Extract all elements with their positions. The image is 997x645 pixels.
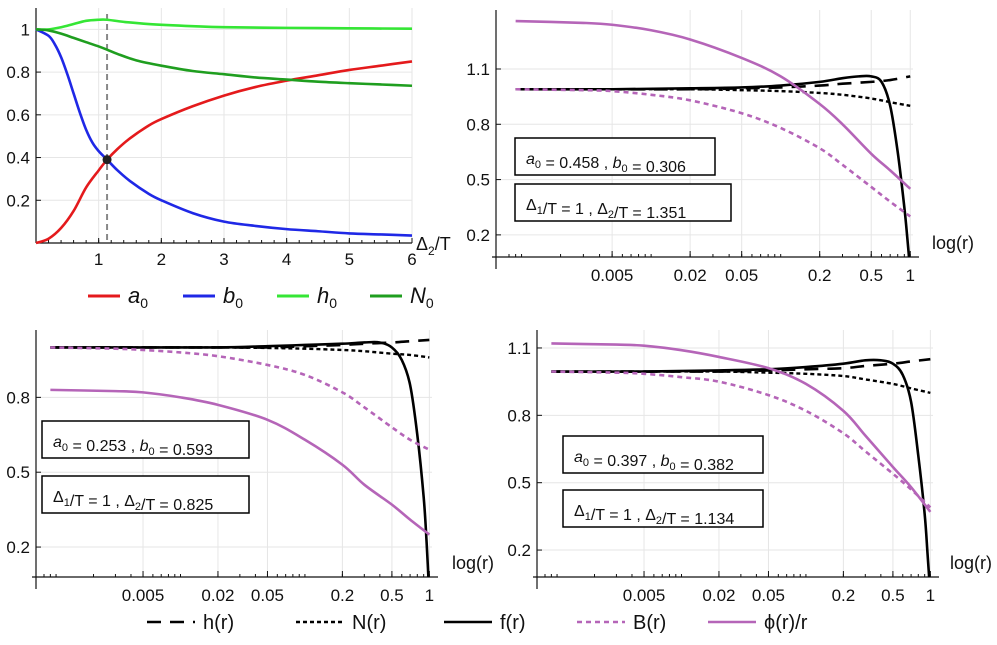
y-tick-label: 1 — [21, 20, 30, 39]
y-tick-label: 0.8 — [6, 388, 30, 407]
panel-order-parameters: 1 2 3 4 5 6 0.2 0.4 0.6 0.8 1 Δ2/T — [6, 8, 451, 269]
x-tick-label: 5 — [345, 250, 354, 269]
x-tick-label: 0.05 — [725, 266, 758, 285]
series-solid-purple — [50, 388, 431, 536]
legend-bottom: h(r) N(r) f(r) B(r) ϕ(r)/r — [147, 612, 808, 634]
legend-label-f: f(r) — [500, 612, 526, 634]
y-tick-label: 0.8 — [6, 63, 30, 82]
intersection-marker — [102, 155, 112, 165]
x-tick-label: 1 — [906, 266, 915, 285]
series-dotted — [551, 370, 931, 395]
x-tick-label: 1 — [926, 586, 935, 605]
x-axis-label: Δ2/T — [416, 234, 451, 258]
series-dotted-purple — [515, 87, 912, 218]
x-tick-label: 3 — [219, 250, 228, 269]
legend-label-b0: b0 — [223, 283, 243, 311]
x-tick-label: 0.2 — [331, 586, 355, 605]
panel-profile-top-right: 0.005 0.02 0.05 0.2 0.5 1 0.2 0.5 0.8 1.1 log(r) a0… — [466, 10, 974, 285]
series-a0 — [35, 60, 413, 245]
series-N0 — [35, 28, 413, 88]
x-axis-label: log(r) — [452, 553, 494, 573]
annotation-box — [562, 435, 764, 474]
x-tick-label: 0.5 — [380, 586, 404, 605]
series-dotted — [515, 87, 911, 108]
x-tick-label: 0.05 — [752, 586, 785, 605]
legend-label-N0: N0 — [410, 283, 434, 311]
x-tick-label: 1 — [425, 586, 434, 605]
x-tick-label: 0.02 — [201, 586, 234, 605]
panel-profile-bottom-left: 0.005 0.02 0.05 0.2 0.5 1 0.2 0.5 0.8 log(r) a0 = … — [6, 330, 494, 605]
x-tick-label: 0.05 — [251, 586, 284, 605]
annotation-text: Δ1/T = 1 , Δ2/T = 0.825 — [53, 489, 213, 514]
annotation-box — [562, 489, 764, 528]
y-tick-label: 0.2 — [507, 541, 531, 560]
annotation-text: a0 = 0.397 , b0 = 0.382 — [574, 449, 734, 474]
y-tick-label: 0.5 — [466, 171, 490, 190]
y-tick-label: 0.8 — [507, 406, 531, 425]
series-dotted-purple — [50, 346, 430, 451]
series-solid-purple — [551, 342, 932, 513]
x-tick-label: 0.2 — [808, 266, 832, 285]
annotation-text: Δ1/T = 1 , Δ2/T = 1.351 — [526, 197, 686, 222]
legend-label-h: h(r) — [203, 612, 234, 634]
x-tick-label: 0.02 — [674, 266, 707, 285]
annotation-box — [514, 137, 716, 176]
y-tick-label: 0.8 — [466, 115, 490, 134]
y-tick-label: 0.2 — [6, 538, 30, 557]
series-dotted-purple — [551, 370, 932, 509]
x-tick-label: 0.5 — [859, 266, 883, 285]
y-tick-label: 1.1 — [507, 339, 531, 358]
x-tick-label: 0.2 — [832, 586, 856, 605]
y-tick-label: 0.2 — [6, 191, 30, 210]
series-solid-purple — [515, 19, 912, 190]
x-tick-label: 0.005 — [623, 586, 666, 605]
series-h0 — [35, 18, 413, 31]
x-tick-label: 1 — [94, 250, 103, 269]
legend-label-N: N(r) — [352, 612, 386, 634]
x-tick-label: 2 — [157, 250, 166, 269]
y-tick-label: 0.4 — [6, 149, 30, 168]
legend-label-h0: h0 — [317, 283, 337, 311]
annotation-text: a0 = 0.458 , b0 = 0.306 — [526, 151, 686, 176]
legend-label-a0: a0 — [128, 283, 148, 311]
series-solid — [551, 358, 931, 577]
x-axis-label: log(r) — [950, 553, 992, 573]
x-tick-label: 0.5 — [881, 586, 905, 605]
panel-profile-bottom-right: 0.005 0.02 0.05 0.2 0.5 1 0.2 0.5 0.8 1.1 log(r) a0… — [507, 330, 992, 605]
series-solid — [515, 74, 911, 257]
annotation-text: a0 = 0.253 , b0 = 0.593 — [53, 434, 213, 459]
annotation-box — [41, 420, 250, 459]
y-tick-label: 0.2 — [466, 226, 490, 245]
x-tick-label: 0.005 — [591, 266, 634, 285]
x-tick-label: 6 — [407, 250, 416, 269]
annotation-box — [514, 183, 732, 222]
x-tick-label: 0.02 — [702, 586, 735, 605]
y-tick-label: 0.6 — [6, 106, 30, 125]
y-tick-label: 0.5 — [507, 474, 531, 493]
series-solid — [50, 340, 430, 577]
series-b0 — [35, 28, 413, 237]
x-tick-label: 0.005 — [122, 586, 165, 605]
x-tick-label: 4 — [282, 250, 291, 269]
legend-label-B: B(r) — [633, 612, 666, 634]
y-tick-label: 0.5 — [6, 463, 30, 482]
annotation-text: Δ1/T = 1 , Δ2/T = 1.134 — [574, 503, 734, 528]
legend-label-phi: ϕ(r)/r — [764, 612, 808, 634]
annotation-box — [41, 475, 250, 514]
legend-top: a0 b0 h0 N0 — [88, 283, 434, 311]
y-tick-label: 1.1 — [466, 60, 490, 79]
x-axis-label: log(r) — [932, 233, 974, 253]
